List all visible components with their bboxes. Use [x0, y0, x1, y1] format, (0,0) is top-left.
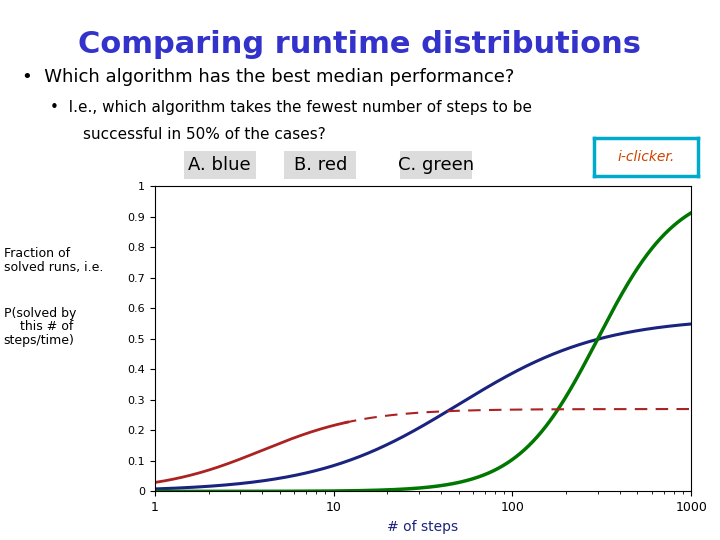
Text: A. blue: A. blue [189, 156, 251, 174]
Text: Fraction of: Fraction of [4, 247, 70, 260]
Text: Comparing runtime distributions: Comparing runtime distributions [78, 30, 642, 59]
X-axis label: # of steps: # of steps [387, 519, 459, 534]
Text: •  I.e., which algorithm takes the fewest number of steps to be: • I.e., which algorithm takes the fewest… [50, 100, 532, 115]
Text: •  Which algorithm has the best median performance?: • Which algorithm has the best median pe… [22, 68, 514, 85]
Text: i-clicker.: i-clicker. [618, 150, 675, 164]
Text: P(solved by: P(solved by [4, 307, 76, 320]
Text: successful in 50% of the cases?: successful in 50% of the cases? [83, 127, 325, 142]
Text: B. red: B. red [294, 156, 347, 174]
Text: solved runs, i.e.: solved runs, i.e. [4, 261, 103, 274]
Text: C. green: C. green [397, 156, 474, 174]
Text: this # of: this # of [4, 320, 73, 333]
Text: steps/time): steps/time) [4, 334, 74, 347]
